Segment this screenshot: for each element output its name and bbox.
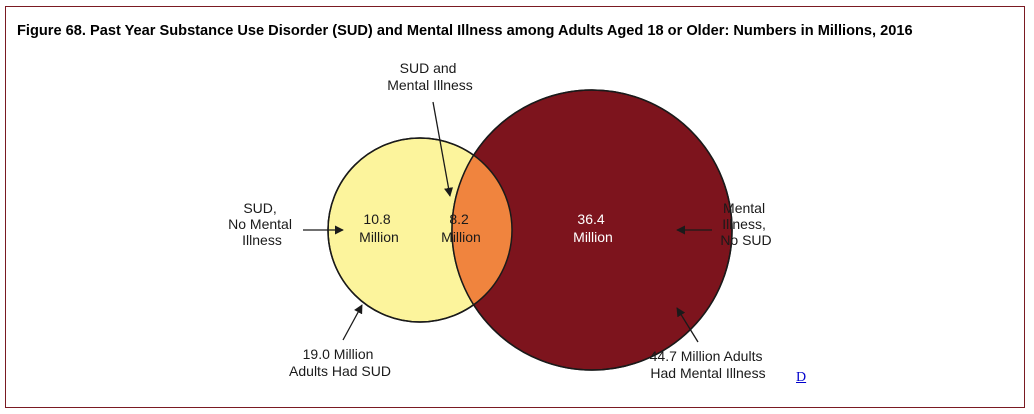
- sud-total-label-arrow: [342, 304, 363, 341]
- overlap-label-arrow: [432, 101, 454, 197]
- overlap-value: 8.2 Million: [441, 211, 481, 245]
- sud-total-label: 19.0 Million Adults Had SUD: [289, 346, 391, 379]
- mental-illness-circle-outline: [451, 89, 733, 371]
- mi-only-label: Mental Illness, No SUD: [720, 200, 771, 248]
- description-link[interactable]: D: [796, 370, 807, 385]
- sud-only-label: SUD, No Mental Illness: [228, 200, 296, 248]
- mi-total-label: 44.7 Million Adults Had Mental Illness: [650, 348, 767, 381]
- mi-only-value: 36.4 Million: [573, 211, 613, 245]
- sud-only-value: 10.8 Million: [359, 211, 399, 245]
- overlap-label: SUD and Mental Illness: [387, 60, 473, 93]
- figure-title: Figure 68. Past Year Substance Use Disor…: [17, 23, 913, 39]
- mi-total-label-arrow: [676, 307, 699, 343]
